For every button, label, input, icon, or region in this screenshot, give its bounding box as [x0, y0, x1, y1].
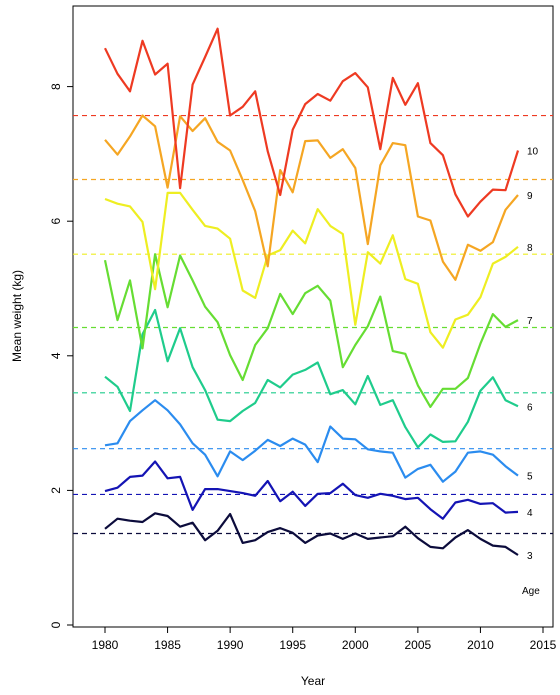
series-label-age-4: 4 — [527, 508, 533, 519]
x-tick-label: 2005 — [405, 638, 432, 652]
plot-frame — [72, 5, 554, 628]
series-line-age-6 — [104, 308, 519, 449]
series-line-age-8 — [104, 191, 519, 349]
series-line-age-10 — [104, 27, 520, 218]
series-label-age-8: 8 — [527, 243, 533, 254]
x-tick-label: 2000 — [342, 638, 369, 652]
x-tick-label: 1995 — [279, 638, 306, 652]
series-label-age-10: 10 — [527, 147, 539, 158]
y-tick-label: 6 — [49, 218, 63, 225]
series-line-age-3 — [104, 512, 519, 556]
y-tick-label: 2 — [49, 487, 63, 494]
y-tick-label: 4 — [49, 352, 63, 359]
series-line-age-7 — [103, 253, 519, 408]
series-label-age-6: 6 — [527, 402, 533, 413]
x-tick-label: 2010 — [467, 638, 494, 652]
x-tick-label: 1980 — [92, 638, 119, 652]
series-label-age-7: 7 — [527, 316, 533, 327]
x-tick-label: 1990 — [217, 638, 244, 652]
series-label-age-5: 5 — [527, 472, 533, 483]
series-line-age-5 — [104, 399, 519, 483]
x-tick-label: 2015 — [530, 638, 557, 652]
y-tick-label: 0 — [49, 621, 63, 628]
x-axis: 1980 1985 1990 1995 2000 2005 2010 2015 — [92, 627, 557, 652]
series-lines — [103, 27, 520, 556]
y-tick-label: 8 — [49, 83, 63, 90]
series-line-age-9 — [104, 114, 519, 281]
legend-title: Age — [522, 586, 540, 597]
y-axis-title: Mean weight (kg) — [10, 270, 24, 362]
series-label-age-9: 9 — [527, 191, 533, 202]
series-label-age-3: 3 — [527, 551, 533, 562]
y-axis: 0 2 4 6 8 — [49, 83, 73, 628]
x-axis-title: Year — [301, 674, 325, 688]
x-tick-label: 1985 — [154, 638, 181, 652]
series-labels: 3 4 5 6 7 8 9 10 — [527, 147, 539, 562]
series-line-age-4 — [104, 460, 519, 520]
